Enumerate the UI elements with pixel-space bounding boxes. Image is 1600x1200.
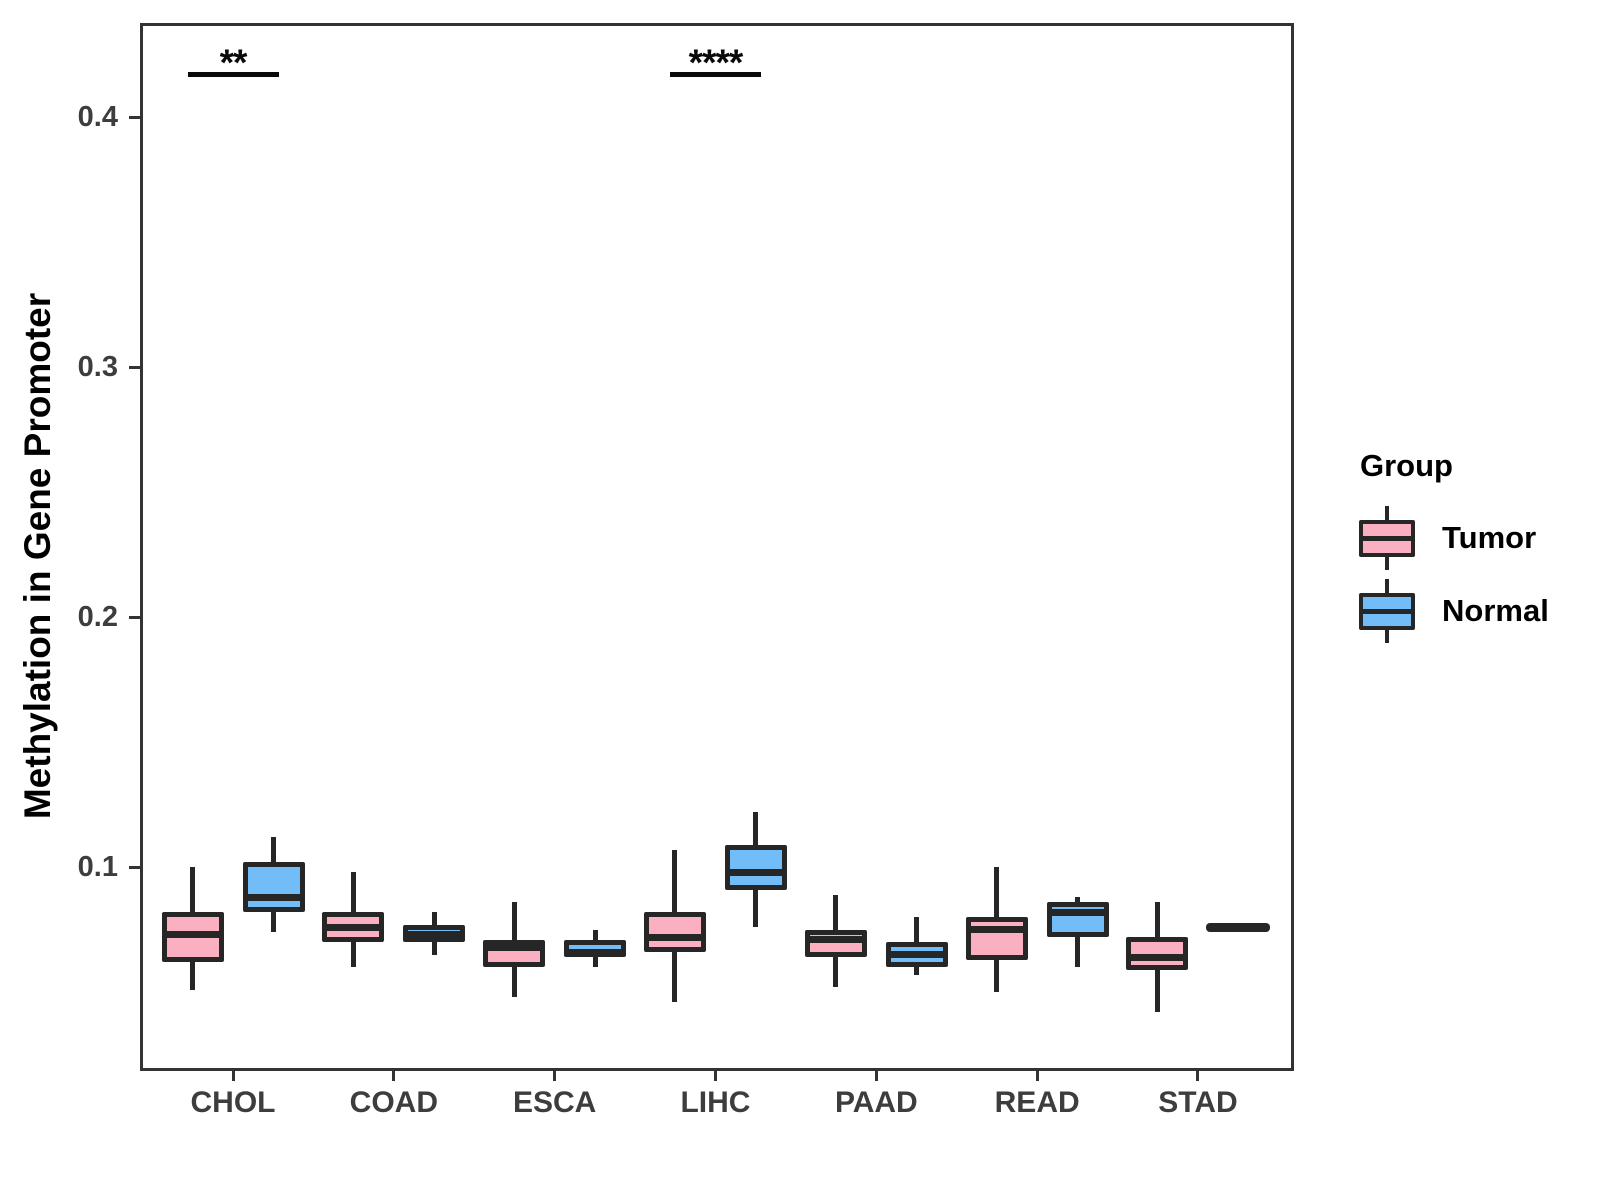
- median-normal-esca: [564, 948, 627, 956]
- legend-item-tumor: Tumor: [1358, 506, 1588, 570]
- significance-line-lihc: [669, 72, 761, 77]
- x-tick-mark: [553, 1071, 557, 1081]
- legend-items: Tumor Normal: [1358, 506, 1588, 643]
- x-tick-label: READ: [994, 1086, 1080, 1119]
- boxplot-box-normal-read: [1046, 902, 1109, 937]
- median-tumor-coad: [322, 923, 385, 931]
- plot-panel: [140, 23, 1294, 1071]
- legend-item-normal: Normal: [1358, 579, 1588, 643]
- y-axis-title: Methylation in Gene Promoter: [17, 292, 58, 820]
- boxplot-box-tumor-paad: [804, 929, 867, 957]
- boxplot-box-normal-lihc: [724, 844, 787, 890]
- x-tick-mark: [1035, 1071, 1039, 1081]
- y-tick-label: 0.2: [77, 601, 118, 633]
- significance-line-chol: [187, 72, 279, 77]
- legend-boxplot-icon: [1358, 579, 1416, 643]
- median-normal-chol: [242, 893, 305, 901]
- x-tick-mark: [874, 1071, 878, 1081]
- y-tick-mark: [129, 865, 140, 869]
- boxplot-box-tumor-read: [965, 917, 1028, 960]
- y-tick-label: 0.3: [77, 351, 118, 383]
- x-tick-mark: [231, 1071, 235, 1081]
- x-tick-label: COAD: [349, 1086, 438, 1119]
- y-tick-mark: [129, 615, 140, 619]
- median-tumor-esca: [483, 943, 546, 951]
- x-tick-label: LIHC: [680, 1086, 751, 1119]
- boxplot-flat-normal-stad: [1206, 922, 1271, 932]
- median-normal-read: [1046, 908, 1109, 916]
- median-tumor-chol: [161, 931, 224, 938]
- y-tick-mark: [129, 365, 140, 369]
- y-tick-label: 0.4: [77, 101, 118, 133]
- boxplot-box-tumor-lihc: [643, 912, 706, 952]
- x-tick-mark: [713, 1071, 717, 1081]
- median-normal-coad: [403, 931, 466, 938]
- significance-stars-lihc: ****: [688, 42, 744, 83]
- x-tick-label: PAAD: [834, 1086, 918, 1119]
- x-tick-mark: [1196, 1071, 1200, 1081]
- y-tick-label: 0.1: [77, 851, 118, 883]
- median-normal-lihc: [724, 868, 787, 876]
- y-tick-mark: [129, 115, 140, 119]
- boxplot-box-normal-chol: [242, 862, 305, 912]
- legend-glyph-median: [1359, 536, 1415, 541]
- significance-stars-chol: **: [219, 42, 248, 83]
- median-tumor-paad: [804, 936, 867, 943]
- median-tumor-read: [965, 926, 1028, 933]
- x-tick-label: STAD: [1158, 1086, 1238, 1119]
- median-normal-paad: [885, 951, 948, 958]
- x-tick-mark: [392, 1071, 396, 1081]
- median-tumor-lihc: [643, 933, 706, 941]
- legend-glyph-median: [1359, 609, 1415, 614]
- legend-boxplot-icon: [1358, 506, 1416, 570]
- x-tick-label: CHOL: [190, 1086, 276, 1119]
- x-tick-label: ESCA: [512, 1086, 597, 1119]
- legend: Group Tumor Normal: [1358, 448, 1588, 652]
- boxplot-box-tumor-stad: [1126, 937, 1189, 970]
- median-tumor-stad: [1126, 953, 1189, 961]
- legend-title: Group: [1360, 448, 1453, 483]
- legend-label: Normal: [1442, 593, 1549, 628]
- legend-label: Tumor: [1442, 520, 1537, 555]
